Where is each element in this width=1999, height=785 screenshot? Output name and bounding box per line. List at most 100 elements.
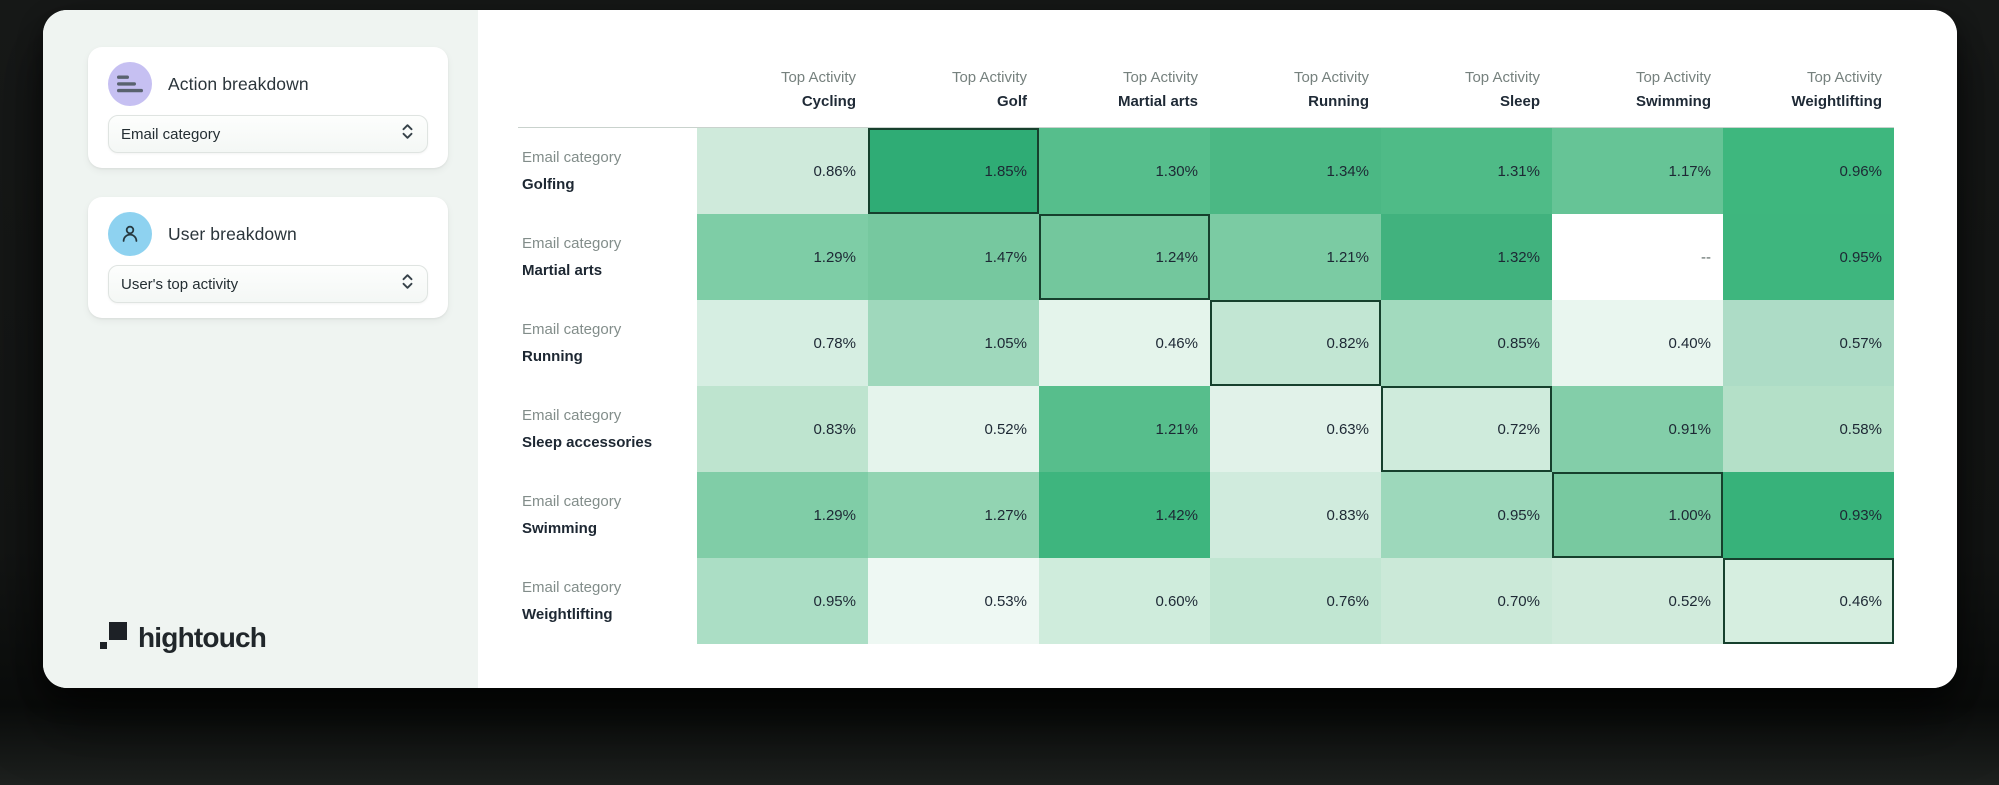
header-prefix: Email category — [522, 579, 622, 596]
heatmap-cell[interactable]: 0.52% — [868, 386, 1039, 472]
heatmap-cell[interactable]: 0.82% — [1210, 300, 1381, 386]
action-breakdown-panel: Action breakdown Email category — [88, 47, 448, 168]
user-breakdown-panel: User breakdown User's top activity — [88, 197, 448, 318]
heatmap-cell[interactable]: 0.60% — [1039, 558, 1210, 644]
heatmap-cell[interactable]: 0.46% — [1039, 300, 1210, 386]
heatmap-grid: Top Activity Cycling Top Activity Golf Top A… — [518, 48, 1894, 644]
heatmap-cell[interactable]: 1.27% — [868, 472, 1039, 558]
header-prefix: Top Activity — [780, 69, 856, 86]
header-name: Sleep accessories — [522, 434, 653, 451]
heatmap-cell[interactable]: 0.46% — [1723, 558, 1894, 644]
heatmap-cell[interactable]: 0.96% — [1723, 128, 1894, 214]
row-label: Email category Golfing — [518, 128, 697, 214]
panel-title: User breakdown — [168, 223, 297, 244]
heatmap-cell[interactable]: 1.29% — [697, 214, 868, 300]
heatmap-cell[interactable]: 0.76% — [1210, 558, 1381, 644]
dropdown-value: Email category — [121, 125, 221, 143]
header-name: Swimming — [1635, 93, 1711, 110]
header-prefix: Top Activity — [951, 69, 1027, 86]
dropdown-value: User's top activity — [121, 275, 239, 293]
column-header: Top Activity Martial arts — [1039, 48, 1210, 128]
heatmap-cell[interactable]: 1.00% — [1552, 472, 1723, 558]
hightouch-logo-text: hightouch — [138, 622, 267, 653]
header-name: Running — [522, 348, 583, 365]
column-header: Top Activity Sleep — [1381, 48, 1552, 128]
heatmap-cell[interactable]: 0.57% — [1723, 300, 1894, 386]
row-label: Email category Running — [518, 300, 697, 386]
heatmap-cell[interactable]: 0.91% — [1552, 386, 1723, 472]
column-header: Top Activity Cycling — [697, 48, 868, 128]
header-prefix: Top Activity — [1122, 69, 1198, 86]
heatmap-cell[interactable]: 0.63% — [1210, 386, 1381, 472]
column-header: Top Activity Golf — [868, 48, 1039, 128]
header-prefix: Email category — [522, 407, 622, 424]
header-name: Golfing — [522, 176, 575, 193]
heatmap-cell[interactable]: 0.95% — [1381, 472, 1552, 558]
header-prefix: Email category — [522, 149, 622, 166]
hightouch-logo: hightouch — [100, 622, 267, 654]
heatmap-cell[interactable]: 0.83% — [1210, 472, 1381, 558]
header-prefix: Top Activity — [1635, 69, 1711, 86]
heatmap-cell[interactable]: 0.93% — [1723, 472, 1894, 558]
heatmap-area: Top Activity Cycling Top Activity Golf Top A… — [478, 10, 1957, 688]
heatmap-cell[interactable]: 1.21% — [1210, 214, 1381, 300]
user-breakdown-dropdown[interactable]: User's top activity — [108, 265, 428, 303]
heatmap-cell[interactable]: 1.47% — [868, 214, 1039, 300]
heatmap-cell[interactable]: 0.52% — [1552, 558, 1723, 644]
heatmap-corner — [518, 48, 697, 128]
heatmap-cell[interactable]: 1.21% — [1039, 386, 1210, 472]
heatmap-cell[interactable]: 1.24% — [1039, 214, 1210, 300]
user-icon — [108, 212, 152, 256]
heatmap-cell[interactable]: 0.78% — [697, 300, 868, 386]
header-name: Sleep — [1499, 93, 1540, 110]
header-name: Golf — [997, 93, 1027, 110]
header-name: Running — [1308, 93, 1369, 110]
heatmap-cell[interactable]: 0.95% — [1723, 214, 1894, 300]
header-name: Martial arts — [1117, 93, 1198, 110]
column-header: Top Activity Weightlifting — [1723, 48, 1894, 128]
bars-icon — [108, 62, 152, 106]
heatmap-cell[interactable]: 1.30% — [1039, 128, 1210, 214]
heatmap-cell[interactable]: 0.72% — [1381, 386, 1552, 472]
header-name: Weightlifting — [1791, 93, 1882, 110]
column-header: Top Activity Swimming — [1552, 48, 1723, 128]
heatmap-cell[interactable]: 0.70% — [1381, 558, 1552, 644]
report-card: Action breakdown Email category — [43, 10, 1957, 688]
header-name: Cycling — [801, 93, 856, 110]
header-prefix: Top Activity — [1464, 69, 1540, 86]
hightouch-logo-mark-icon — [100, 622, 127, 654]
heatmap-cell[interactable]: 0.58% — [1723, 386, 1894, 472]
sidebar: Action breakdown Email category — [43, 10, 478, 688]
heatmap-cell[interactable]: 0.83% — [697, 386, 868, 472]
header-prefix: Email category — [522, 493, 622, 510]
heatmap-cell[interactable]: 0.86% — [697, 128, 868, 214]
heatmap-cell[interactable]: 1.34% — [1210, 128, 1381, 214]
heatmap-cell[interactable]: 1.31% — [1381, 128, 1552, 214]
header-prefix: Email category — [522, 235, 622, 252]
row-label: Email category Swimming — [518, 472, 697, 558]
heatmap-cell[interactable]: 0.40% — [1552, 300, 1723, 386]
heatmap-cell[interactable]: 0.95% — [697, 558, 868, 644]
heatmap-cell[interactable]: 1.17% — [1552, 128, 1723, 214]
header-name: Swimming — [522, 520, 598, 537]
heatmap-cell[interactable]: 1.42% — [1039, 472, 1210, 558]
heatmap-cell[interactable]: 0.53% — [868, 558, 1039, 644]
chevron-up-down-icon — [400, 123, 415, 145]
header-name: Weightlifting — [522, 606, 613, 623]
heatmap-cell[interactable]: -- — [1552, 214, 1723, 300]
heatmap-cell[interactable]: 1.85% — [868, 128, 1039, 214]
row-label: Email category Martial arts — [518, 214, 697, 300]
row-label: Email category Sleep accessories — [518, 386, 697, 472]
heatmap-cell[interactable]: 0.85% — [1381, 300, 1552, 386]
row-label: Email category Weightlifting — [518, 558, 697, 644]
column-header: Top Activity Running — [1210, 48, 1381, 128]
header-prefix: Email category — [522, 321, 622, 338]
panel-title: Action breakdown — [168, 73, 309, 94]
heatmap-cell[interactable]: 1.05% — [868, 300, 1039, 386]
heatmap-cell[interactable]: 1.32% — [1381, 214, 1552, 300]
header-prefix: Top Activity — [1806, 69, 1882, 86]
header-name: Martial arts — [522, 262, 603, 279]
heatmap-cell[interactable]: 1.29% — [697, 472, 868, 558]
chevron-up-down-icon — [400, 273, 415, 295]
action-breakdown-dropdown[interactable]: Email category — [108, 115, 428, 153]
